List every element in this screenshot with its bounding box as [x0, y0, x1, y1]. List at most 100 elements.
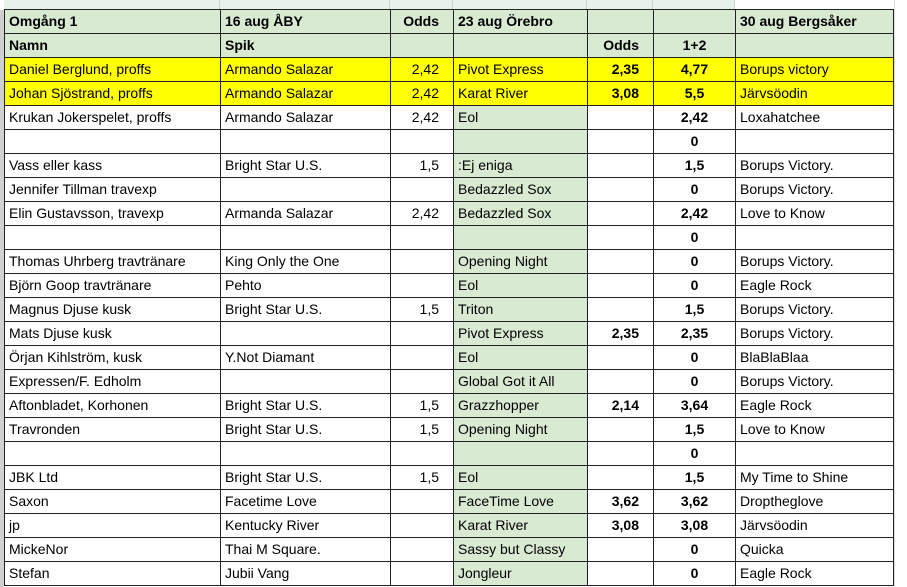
cell-bergsaker[interactable]	[735, 225, 894, 250]
cell-odds[interactable]	[390, 345, 454, 370]
cell-empty[interactable]	[390, 33, 454, 58]
cell-name[interactable]	[4, 225, 221, 250]
cell-orebro[interactable]: FaceTime Love	[453, 489, 588, 514]
cell-sum[interactable]: 3,08	[653, 513, 736, 538]
cell-orebro[interactable]: Triton	[453, 297, 588, 322]
cell-name[interactable]: Mats Djuse kusk	[4, 321, 221, 346]
cell-spik[interactable]: Y.Not Diamant	[220, 345, 391, 370]
cell-sum[interactable]: 1,5	[653, 417, 736, 442]
cell-sum[interactable]: 0	[653, 561, 736, 586]
cell-sum[interactable]: 0	[653, 537, 736, 562]
cell-name[interactable]: jp	[4, 513, 221, 538]
cell-sum[interactable]: 5,5	[653, 81, 736, 106]
cell-orebro[interactable]: :Ej eniga	[453, 153, 588, 178]
cell-spik[interactable]: Facetime Love	[220, 489, 391, 514]
cell-sum[interactable]: 1,5	[653, 297, 736, 322]
cell-odds[interactable]	[390, 129, 454, 154]
cell-orebro[interactable]: Karat River	[453, 81, 588, 106]
cell-odds2[interactable]: 3,08	[587, 81, 654, 106]
cell-bergsaker-date[interactable]: 30 aug Bergsåker	[735, 9, 894, 34]
cell-odds2[interactable]	[587, 129, 654, 154]
cell-odds[interactable]	[390, 177, 454, 202]
cell-orebro[interactable]: Pivot Express	[453, 57, 588, 82]
cell-odds2[interactable]	[587, 201, 654, 226]
cell-odds2[interactable]: 2,35	[587, 57, 654, 82]
cell-spik[interactable]: Bright Star U.S.	[220, 417, 391, 442]
cell-sum[interactable]: 0	[653, 129, 736, 154]
cell-spik[interactable]: King Only the One	[220, 249, 391, 274]
cell-odds2[interactable]	[587, 465, 654, 490]
cell-name[interactable]: Aftonbladet, Korhonen	[4, 393, 221, 418]
cell-orebro[interactable]	[453, 129, 588, 154]
cell-odds[interactable]	[390, 249, 454, 274]
cell-orebro[interactable]: Eol	[453, 465, 588, 490]
cell-sum[interactable]: 0	[653, 345, 736, 370]
cell-name[interactable]: Magnus Djuse kusk	[4, 297, 221, 322]
cell-spik[interactable]	[220, 369, 391, 394]
cell-odds[interactable]	[390, 441, 454, 466]
cell-spik[interactable]: Thai M Square.	[220, 537, 391, 562]
cell-bergsaker[interactable]: BlaBlaBlaa	[735, 345, 894, 370]
cell-name[interactable]: Expressen/F. Edholm	[4, 369, 221, 394]
cell-orebro[interactable]: Opening Night	[453, 417, 588, 442]
cell-bergsaker[interactable]: Droptheglove	[735, 489, 894, 514]
cell-spik[interactable]: Bright Star U.S.	[220, 297, 391, 322]
cell-bergsaker[interactable]: Eagle Rock	[735, 273, 894, 298]
cell-odds2[interactable]	[587, 249, 654, 274]
cell-odds2[interactable]	[587, 417, 654, 442]
cell-name[interactable]	[4, 441, 221, 466]
cell-name-header[interactable]: Namn	[4, 33, 221, 58]
cell-odds[interactable]	[390, 321, 454, 346]
cell-orebro[interactable]: Global Got it All	[453, 369, 588, 394]
cell-round-title[interactable]: Omgång 1	[4, 9, 221, 34]
cell-bergsaker[interactable]: Borups Victory.	[735, 297, 894, 322]
cell-orebro[interactable]: Eol	[453, 345, 588, 370]
cell-odds[interactable]	[390, 537, 454, 562]
cell-empty[interactable]	[453, 33, 588, 58]
cell-bergsaker[interactable]: Järvsöodin	[735, 513, 894, 538]
cell-aby-date[interactable]: 16 aug ÅBY	[220, 9, 391, 34]
cell-orebro[interactable]: Jongleur	[453, 561, 588, 586]
cell-orebro[interactable]: Opening Night	[453, 249, 588, 274]
cell-odds2[interactable]	[587, 345, 654, 370]
cell-odds[interactable]: 2,42	[390, 57, 454, 82]
cell-odds[interactable]: 1,5	[390, 465, 454, 490]
cell-orebro[interactable]: Grazzhopper	[453, 393, 588, 418]
cell-spik[interactable]: Bright Star U.S.	[220, 153, 391, 178]
cell-name[interactable]: Örjan Kihlström, kusk	[4, 345, 221, 370]
cell-bergsaker[interactable]: Eagle Rock	[735, 561, 894, 586]
cell-spik-header[interactable]: Spik	[220, 33, 391, 58]
cell-name[interactable]: Travronden	[4, 417, 221, 442]
cell-odds2[interactable]	[587, 369, 654, 394]
cell-sum[interactable]: 2,35	[653, 321, 736, 346]
cell-odds[interactable]: 2,42	[390, 81, 454, 106]
cell-odds[interactable]	[390, 273, 454, 298]
cell-sum[interactable]: 0	[653, 249, 736, 274]
cell-odds-header[interactable]: Odds	[390, 9, 454, 34]
cell-bergsaker[interactable]: Love to Know	[735, 417, 894, 442]
cell-odds2[interactable]	[587, 273, 654, 298]
cell-orebro[interactable]: Eol	[453, 105, 588, 130]
cell-spik[interactable]: Bright Star U.S.	[220, 393, 391, 418]
cell-spik[interactable]	[220, 321, 391, 346]
cell-sum[interactable]: 0	[653, 177, 736, 202]
cell-spik[interactable]: Bright Star U.S.	[220, 465, 391, 490]
cell-odds[interactable]: 1,5	[390, 297, 454, 322]
cell-spik[interactable]	[220, 129, 391, 154]
cell-name[interactable]: Stefan	[4, 561, 221, 586]
cell-odds2[interactable]	[587, 441, 654, 466]
cell-orebro[interactable]	[453, 441, 588, 466]
cell-name[interactable]: Vass eller kass	[4, 153, 221, 178]
cell-spik[interactable]: Armando Salazar	[220, 81, 391, 106]
cell-spik[interactable]: Kentucky River	[220, 513, 391, 538]
cell-odds2[interactable]	[587, 105, 654, 130]
cell-name[interactable]: MickeNor	[4, 537, 221, 562]
cell-bergsaker[interactable]: Quicka	[735, 537, 894, 562]
cell-spik[interactable]: Jubii Vang	[220, 561, 391, 586]
cell-odds2[interactable]: 2,35	[587, 321, 654, 346]
cell-sum[interactable]: 0	[653, 225, 736, 250]
cell-odds[interactable]	[390, 369, 454, 394]
cell-odds[interactable]	[390, 225, 454, 250]
cell-name[interactable]: Thomas Uhrberg travtränare	[4, 249, 221, 274]
cell-orebro[interactable]: Karat River	[453, 513, 588, 538]
